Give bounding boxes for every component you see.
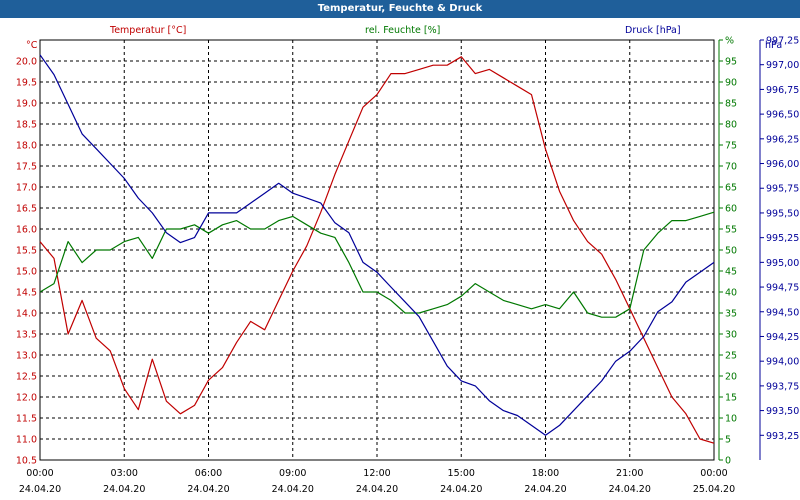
temperature-tick-label: 13.0	[16, 351, 37, 362]
temperature-tick-label: 13.5	[16, 330, 37, 341]
legend-humidity: rel. Feuchte [%]	[365, 25, 440, 36]
humidity-series-line	[39, 211, 715, 318]
pressure-tick-label: 995,50	[766, 208, 799, 219]
x-tick-time: 09:00	[279, 468, 306, 479]
humidity-tick-label: 10	[725, 414, 737, 425]
humidity-tick-label: 90	[725, 78, 737, 89]
pressure-tick-label: 996,25	[766, 134, 799, 145]
pressure-tick-label: 996,75	[766, 85, 799, 96]
pressure-series-line	[39, 54, 715, 436]
humidity-tick-label: 25	[725, 351, 737, 362]
grid	[40, 40, 714, 460]
temperature-tick-label: 14.0	[16, 309, 37, 320]
x-tick-time: 03:00	[111, 468, 138, 479]
humidity-tick-label: 85	[725, 99, 737, 110]
temperature-tick-label: 17.5	[16, 162, 37, 173]
pressure-tick-label: 996,50	[766, 110, 799, 121]
x-tick-date: 24.04.20	[440, 484, 482, 495]
humidity-tick-label: 30	[725, 330, 737, 341]
temperature-tick-label: 18.0	[16, 141, 37, 152]
humidity-tick-label: 45	[725, 267, 737, 278]
x-tick-time: 06:00	[195, 468, 222, 479]
pressure-tick-label: 995,25	[766, 233, 799, 244]
temperature-tick-label: 19.0	[16, 99, 37, 110]
x-tick-date: 24.04.20	[609, 484, 651, 495]
pressure-tick-label: 993,50	[766, 406, 799, 417]
humidity-tick-label: 80	[725, 120, 737, 131]
humidity-tick-label: 5	[725, 435, 731, 446]
temperature-tick-label: 19.5	[16, 78, 37, 89]
x-tick-date: 24.04.20	[272, 484, 314, 495]
humidity-tick-label: 15	[725, 393, 737, 404]
temperature-tick-label: 15.0	[16, 267, 37, 278]
humidity-tick-label: 50	[725, 246, 737, 257]
legend-pressure: Druck [hPa]	[625, 25, 681, 36]
x-tick-time: 15:00	[448, 468, 475, 479]
temperature-tick-label: 20.0	[16, 57, 37, 68]
x-tick-date: 25.04.20	[693, 484, 735, 495]
pressure-unit-label: hPa	[765, 40, 782, 51]
x-tick-time: 00:00	[26, 468, 53, 479]
pressure-tick-label: 994,50	[766, 307, 799, 318]
pressure-tick-label: 997,25	[766, 36, 799, 47]
humidity-tick-label: 0	[725, 456, 731, 467]
x-tick-time: 00:00	[700, 468, 727, 479]
pressure-tick-label: 995,75	[766, 184, 799, 195]
temperature-tick-label: 11.0	[16, 435, 37, 446]
temperature-tick-label: 14.5	[16, 288, 37, 299]
humidity-tick-label: 70	[725, 162, 737, 173]
pressure-tick-label: 993,75	[766, 381, 799, 392]
temperature-tick-label: 16.0	[16, 225, 37, 236]
chart-title: Temperatur, Feuchte & Druck	[0, 0, 800, 18]
humidity-tick-label: 75	[725, 141, 737, 152]
x-tick-time: 21:00	[616, 468, 643, 479]
x-tick-time: 12:00	[363, 468, 390, 479]
temperature-tick-label: 17.0	[16, 183, 37, 194]
pressure-tick-label: 995,00	[766, 258, 799, 269]
temperature-tick-label: 15.5	[16, 246, 37, 257]
x-tick-date: 24.04.20	[356, 484, 398, 495]
pressure-tick-label: 994,75	[766, 283, 799, 294]
x-tick-date: 24.04.20	[187, 484, 229, 495]
pressure-tick-label: 996,00	[766, 159, 799, 170]
x-tick-date: 24.04.20	[524, 484, 566, 495]
pressure-tick-label: 994,25	[766, 332, 799, 343]
humidity-tick-label: 60	[725, 204, 737, 215]
axis-ticks: 00:00 24.04.20 03:00 24.04.20 06:00 24.04.20 0…	[16, 36, 799, 496]
pressure-tick-label: 993,25	[766, 431, 799, 442]
x-tick-time: 18:00	[532, 468, 559, 479]
humidity-tick-label: 40	[725, 288, 737, 299]
temperature-tick-label: 12.5	[16, 372, 37, 383]
humidity-tick-label: 20	[725, 372, 737, 383]
humidity-tick-label: %	[725, 36, 734, 47]
x-tick-date: 24.04.20	[103, 484, 145, 495]
plot-area-border	[39, 39, 715, 461]
humidity-tick-label: 35	[725, 309, 737, 320]
pressure-tick-label: 994,00	[766, 357, 799, 368]
temperature-series-line	[39, 56, 715, 444]
temperature-tick-label: 16.5	[16, 204, 37, 215]
temperature-tick-label: 11.5	[16, 414, 37, 425]
temperature-tick-label: 18.5	[16, 120, 37, 131]
humidity-tick-label: 95	[725, 57, 737, 68]
temperature-tick-label: 12.0	[16, 393, 37, 404]
pressure-tick-label: 997,00	[766, 60, 799, 71]
legend-temperature: Temperatur [°C]	[109, 25, 186, 36]
humidity-tick-label: 55	[725, 225, 737, 236]
temperature-unit-label: °C	[26, 40, 38, 51]
temperature-tick-label: 10.5	[16, 456, 37, 467]
humidity-tick-label: 65	[725, 183, 737, 194]
series-lines	[39, 54, 715, 444]
x-tick-date: 24.04.20	[19, 484, 61, 495]
